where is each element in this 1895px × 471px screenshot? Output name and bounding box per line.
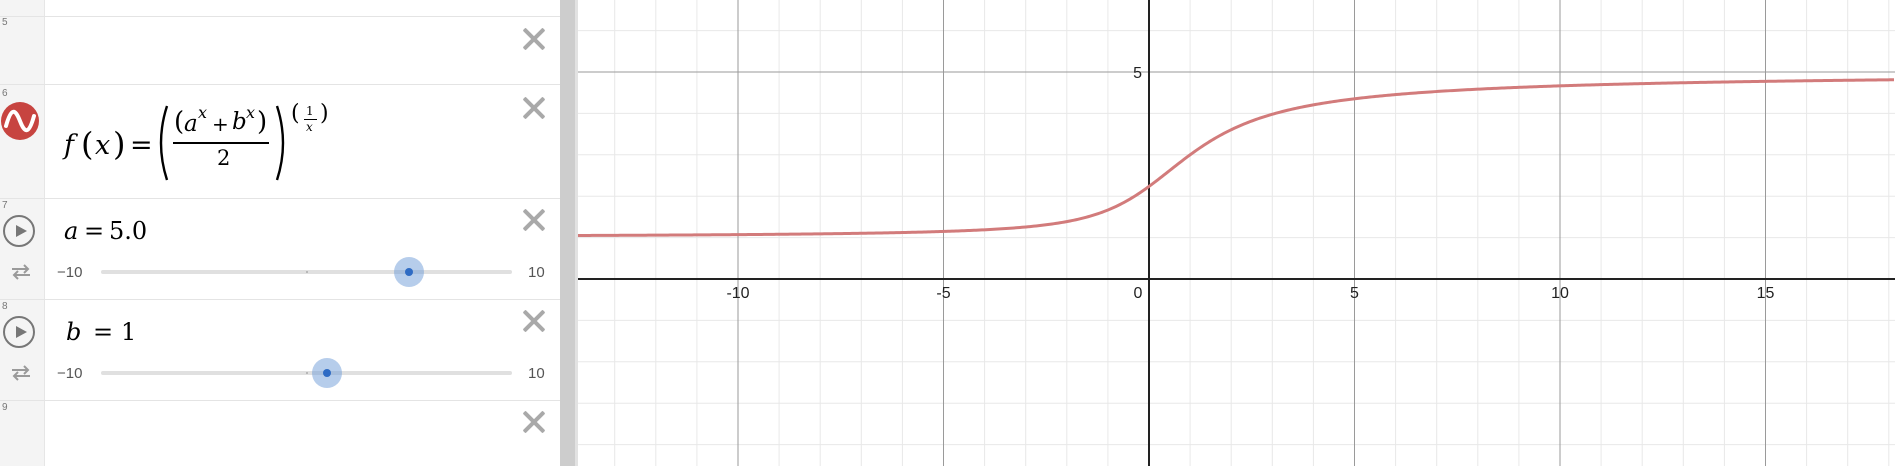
loop-icon[interactable]	[10, 365, 32, 381]
slider-track[interactable]	[101, 371, 512, 375]
y-tick-labels: 5	[1133, 65, 1142, 82]
x-tick-labels: -10 -5 0 5 10 15	[726, 285, 1774, 302]
slider-zero-mark	[306, 372, 308, 374]
equals-sign: =	[84, 217, 105, 245]
expression-row-8[interactable]: 8 b = 1 −10 10	[0, 300, 560, 401]
x-tick-label: -5	[936, 285, 950, 302]
delete-expression-button[interactable]	[522, 27, 546, 51]
expression-row-7[interactable]: 7 a = 5.0 −10 10	[0, 199, 560, 300]
row-index: 7	[2, 200, 8, 211]
desmos-graph-icon[interactable]	[1, 102, 39, 140]
function-curve[interactable]	[577, 78, 1895, 237]
function-name: f	[64, 130, 74, 161]
minor-grid	[578, 0, 1895, 466]
exponent-x: x	[246, 103, 256, 122]
slider-value[interactable]: 5.0	[109, 217, 148, 245]
row-index: 5	[2, 17, 8, 28]
row-gutter: 5	[0, 0, 45, 84]
paren: )	[113, 125, 126, 163]
paren: )	[257, 107, 268, 137]
row-index: 6	[2, 88, 8, 99]
equals-sign: =	[130, 130, 153, 161]
y-tick-label: 5	[1133, 65, 1142, 82]
slider-max[interactable]: 10	[528, 264, 545, 281]
slider-value[interactable]: 1	[121, 318, 137, 346]
row-gutter: 7	[0, 199, 45, 299]
paren: (	[291, 101, 300, 126]
function-formula[interactable]: f ( x ) = ( a x + b x ) 2 ( 1 x )	[64, 85, 484, 198]
slider-min[interactable]: −10	[57, 365, 83, 382]
play-icon[interactable]	[3, 215, 35, 247]
slider-min[interactable]: −10	[57, 264, 83, 281]
slider-variable-name: a	[64, 217, 79, 245]
var-b: b	[232, 109, 247, 135]
exponent-numerator: 1	[306, 104, 314, 118]
x-tick-label: -10	[726, 285, 749, 302]
row-gutter: 6	[0, 85, 45, 198]
slider-thumb[interactable]	[394, 257, 425, 287]
delete-expression-button[interactable]	[522, 208, 546, 232]
x-tick-label: 0	[1134, 285, 1143, 302]
plus-sign: +	[212, 112, 229, 136]
row-gutter: 8	[0, 300, 45, 400]
paren: (	[81, 125, 94, 163]
slider-thumb[interactable]	[312, 358, 343, 388]
panel-resize-handle[interactable]	[560, 0, 578, 466]
x-tick-label: 15	[1757, 285, 1775, 302]
delete-expression-button[interactable]	[522, 309, 546, 333]
paren: )	[320, 101, 329, 126]
loop-icon[interactable]	[10, 264, 32, 280]
expression-row-6[interactable]: 6 f ( x ) = ( a x + b x ) 2 ( 1 x	[0, 85, 560, 199]
exponent-denominator: x	[306, 120, 313, 134]
row-index: 8	[2, 301, 8, 312]
var-a: a	[184, 111, 198, 137]
delete-expression-button[interactable]	[522, 96, 546, 120]
expression-list: 5 6 f ( x ) = ( a x + b x ) 2	[0, 0, 560, 466]
slider-zero-mark	[306, 271, 308, 273]
slider-variable-name: b	[66, 318, 82, 346]
exponent-x: x	[198, 103, 208, 122]
big-left-paren	[159, 105, 169, 181]
paren: (	[174, 107, 185, 137]
x-tick-label: 5	[1350, 285, 1359, 302]
fraction-bar	[173, 142, 269, 144]
graph-paper[interactable]: -10 -5 0 5 10 15 5	[577, 0, 1895, 466]
big-right-paren	[275, 105, 285, 181]
function-variable: x	[95, 130, 111, 161]
x-tick-label: 10	[1551, 285, 1569, 302]
denominator: 2	[217, 146, 231, 170]
delete-expression-button[interactable]	[522, 410, 546, 434]
play-icon[interactable]	[3, 316, 35, 348]
expression-row-5[interactable]: 5	[0, 0, 560, 85]
equals-sign: =	[93, 318, 114, 346]
row-index: 9	[2, 402, 8, 413]
graph-canvas[interactable]: -10 -5 0 5 10 15 5	[577, 0, 1895, 466]
exponent-fraction-bar	[304, 119, 317, 120]
row-gutter: 9	[0, 401, 45, 466]
slider-track[interactable]	[101, 270, 512, 274]
slider-max[interactable]: 10	[528, 365, 545, 382]
expression-row-9[interactable]: 9	[0, 401, 560, 466]
